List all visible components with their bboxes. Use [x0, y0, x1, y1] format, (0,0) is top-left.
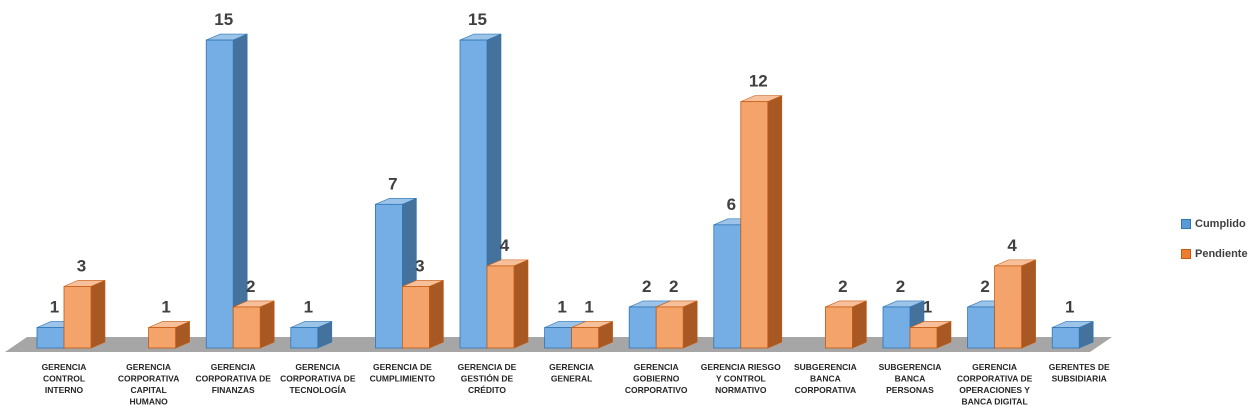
bar-pendiente-gerencia-gobierno-corporativo: [655, 300, 698, 349]
category-label-subgerencia-banca-corporativa: SUBGERENCIA BANCA CORPORATIVA: [794, 362, 857, 395]
legend-swatch-cumplido: [1181, 219, 1191, 229]
value-label-cumplido-gerencia-riesgo-y-control-normativo: 6: [727, 195, 736, 214]
value-label-pendiente-gerencia-corporativa-de-finanzas: 2: [246, 277, 255, 296]
bar-pendiente-gerencia-de-gestion-de-credito: [486, 259, 529, 349]
category-label-gerentes-de-subsidiaria: GERENTES DE SUBSIDIARIA: [1049, 362, 1110, 384]
category-label-gerencia-riesgo-y-control-normativo: GERENCIA RIESGO Y CONTROL NORMATIVO: [701, 362, 781, 395]
bar-cumplido-gerentes-de-subsidiaria: [1051, 321, 1094, 349]
category-label-subgerencia-banca-personas: SUBGERENCIA BANCA PERSONAS: [879, 362, 942, 395]
category-label-gerencia-de-gestion-de-credito: GERENCIA DE GESTIÓN DE CRÉDITO: [458, 362, 517, 395]
value-label-cumplido-gerencia-corporativa-de-tecnologia: 1: [304, 297, 313, 316]
value-label-cumplido-gerencia-general: 1: [557, 297, 566, 316]
category-label-gerencia-de-cumplimiento: GERENCIA DE CUMPLIMIENTO: [370, 362, 436, 384]
bar-cumplido-gerencia-de-cumplimiento: [374, 197, 417, 349]
value-label-pendiente-gerencia-de-gestion-de-credito: 4: [500, 236, 510, 255]
bar-pendiente-gerencia-corporativa-de-finanzas: [232, 300, 275, 349]
bars-group: [36, 33, 1094, 349]
value-label-pendiente-subgerencia-banca-corporativa: 2: [838, 277, 847, 296]
value-label-cumplido-gerencia-de-cumplimiento: 7: [388, 174, 397, 193]
category-label-gerencia-control-interno: GERENCIA CONTROL INTERNO: [42, 362, 87, 395]
bar-pendiente-gerencia-corporativa-capital-humano: [148, 321, 190, 349]
value-label-pendiente-gerencia-general: 1: [584, 297, 593, 316]
category-label-gerencia-gobierno-corporativo: GERENCIA GOBIERNO CORPORATIVO: [625, 362, 688, 395]
legend-item-cumplido: Cumplido: [1181, 209, 1248, 239]
category-labels-group: GERENCIA CONTROL INTERNO GERENCIA CORPORATIV…: [42, 362, 1110, 407]
category-label-gerencia-corporativa-de-tecnologia: GERENCIA CORPORATIVA DE TECNOLOGÍA: [280, 362, 356, 395]
value-label-pendiente-subgerencia-banca-personas: 1: [923, 297, 932, 316]
bar-pendiente-subgerencia-banca-corporativa: [825, 300, 867, 349]
value-label-pendiente-gerencia-de-cumplimiento: 3: [415, 256, 424, 275]
bar-cumplido-gerencia-corporativa-de-finanzas: [205, 33, 248, 349]
value-label-pendiente-gerencia-corporativa-de-operaciones-y-banca-digital: 4: [1007, 236, 1017, 255]
value-label-cumplido-gerencia-corporativa-de-operaciones-y-banca-digital: 2: [980, 277, 989, 296]
category-label-gerencia-general: GERENCIA GENERAL: [549, 362, 594, 384]
category-label-gerencia-corporativa-de-finanzas: GERENCIA CORPORATIVA DE FINANZAS: [195, 362, 271, 395]
legend-item-pendiente: Pendiente: [1181, 239, 1248, 269]
value-label-pendiente-gerencia-gobierno-corporativo: 2: [669, 277, 678, 296]
legend-label-pendiente: Pendiente: [1195, 248, 1248, 260]
value-label-cumplido-gerencia-control-interno: 1: [50, 297, 59, 316]
legend: Cumplido Pendiente: [1181, 209, 1248, 269]
bar-pendiente-gerencia-control-interno: [63, 279, 106, 349]
legend-label-cumplido: Cumplido: [1195, 218, 1246, 230]
value-label-cumplido-subgerencia-banca-personas: 2: [896, 277, 905, 296]
bar-pendiente-gerencia-de-cumplimiento: [401, 279, 444, 349]
category-label-gerencia-corporativa-capital-humano: GERENCIA CORPORATIVA CAPITAL HUMANO: [118, 362, 180, 407]
bar-pendiente-gerencia-corporativa-de-operaciones-y-banca-digital: [994, 259, 1036, 349]
value-label-cumplido-gerencia-corporativa-de-finanzas: 15: [214, 10, 233, 29]
value-label-cumplido-gerencia-de-gestion-de-credito: 15: [468, 10, 487, 29]
value-label-pendiente-gerencia-control-interno: 3: [77, 256, 86, 275]
category-label-gerencia-corporativa-de-operaciones-y-banca-digital: GERENCIA CORPORATIVA DE OPERACIONES Y BANCA…: [957, 362, 1033, 407]
bar-pendiente-gerencia-riesgo-y-control-normativo: [740, 95, 783, 349]
value-label-pendiente-gerencia-corporativa-capital-humano: 1: [161, 297, 170, 316]
bar-cumplido-gerencia-corporativa-de-tecnologia: [290, 321, 333, 349]
bar-pendiente-gerencia-general: [571, 321, 613, 349]
value-label-cumplido-gerencia-gobierno-corporativo: 2: [642, 277, 651, 296]
bar-pendiente-subgerencia-banca-personas: [909, 321, 952, 349]
legend-swatch-pendiente: [1181, 249, 1191, 259]
value-label-pendiente-gerencia-riesgo-y-control-normativo: 12: [749, 72, 768, 91]
value-label-cumplido-gerentes-de-subsidiaria: 1: [1065, 297, 1074, 316]
